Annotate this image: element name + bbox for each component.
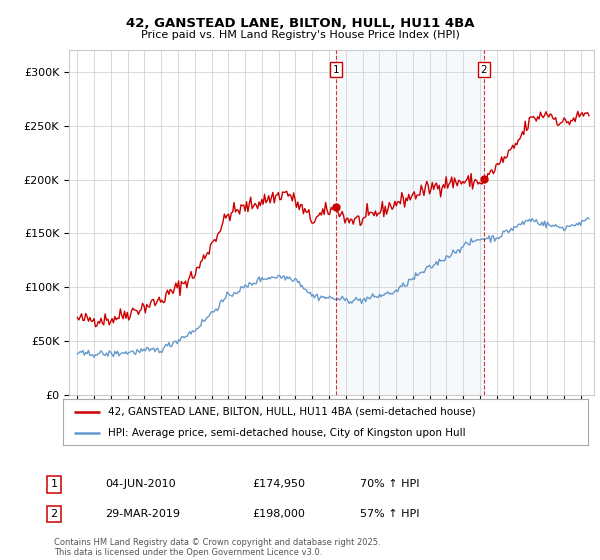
Bar <box>336 50 484 395</box>
Text: 04-JUN-2010: 04-JUN-2010 <box>105 479 176 489</box>
Text: 57% ↑ HPI: 57% ↑ HPI <box>360 509 419 519</box>
Text: Contains HM Land Registry data © Crown copyright and database right 2025.
This d: Contains HM Land Registry data © Crown c… <box>54 538 380 557</box>
Text: 29-MAR-2019: 29-MAR-2019 <box>105 509 180 519</box>
Text: 2: 2 <box>481 65 487 75</box>
Text: HPI: Average price, semi-detached house, City of Kingston upon Hull: HPI: Average price, semi-detached house,… <box>107 428 465 438</box>
Text: 70% ↑ HPI: 70% ↑ HPI <box>360 479 419 489</box>
Text: £198,000: £198,000 <box>252 509 305 519</box>
Text: 42, GANSTEAD LANE, BILTON, HULL, HU11 4BA (semi-detached house): 42, GANSTEAD LANE, BILTON, HULL, HU11 4B… <box>107 407 475 417</box>
Text: 1: 1 <box>50 479 58 489</box>
Text: 1: 1 <box>333 65 340 75</box>
Text: 2: 2 <box>50 509 58 519</box>
Text: Price paid vs. HM Land Registry's House Price Index (HPI): Price paid vs. HM Land Registry's House … <box>140 30 460 40</box>
Text: £174,950: £174,950 <box>252 479 305 489</box>
Text: 42, GANSTEAD LANE, BILTON, HULL, HU11 4BA: 42, GANSTEAD LANE, BILTON, HULL, HU11 4B… <box>126 17 474 30</box>
